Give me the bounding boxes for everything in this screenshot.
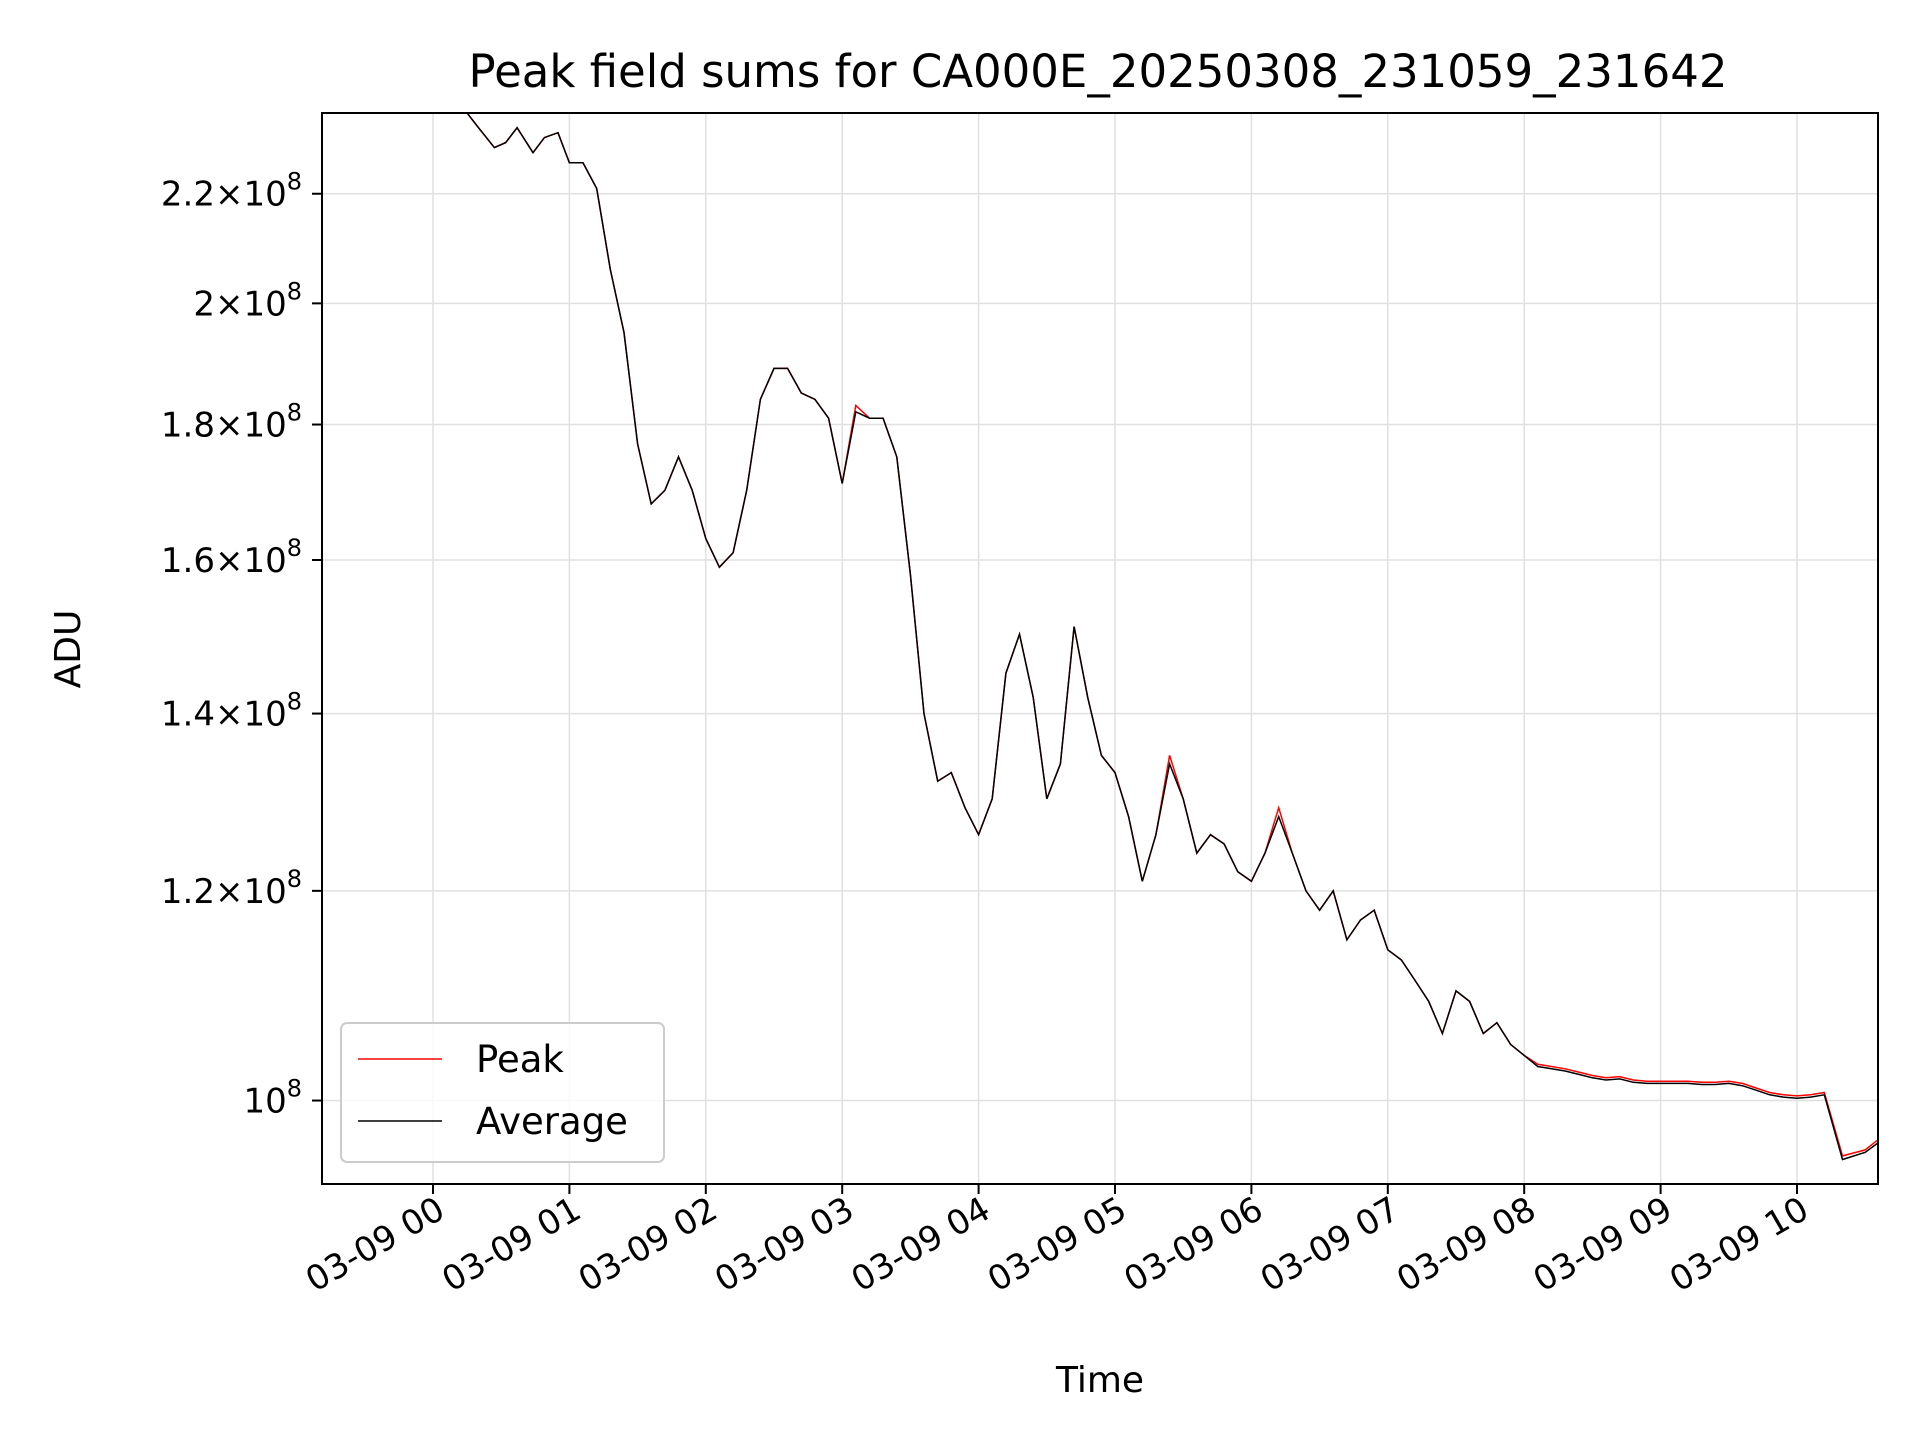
legend-label-average: Average <box>476 1100 628 1143</box>
y-tick-label: 1.4×108 <box>161 688 302 735</box>
y-tick-label: 1.2×108 <box>161 865 302 912</box>
legend-box <box>340 1022 665 1163</box>
plot-frame <box>321 112 1879 1185</box>
y-tick-label: 1.8×108 <box>161 399 302 446</box>
y-tick-label: 2.2×108 <box>161 168 302 215</box>
y-tick-label: 1.6×108 <box>161 534 302 581</box>
y-axis-label: ADU <box>48 610 89 689</box>
legend-label-peak: Peak <box>476 1038 564 1081</box>
chart-title: Peak field sums for CA000E_20250308_2310… <box>469 45 1728 98</box>
series-line-average <box>322 113 1878 1161</box>
legend: Peak Average <box>340 1022 665 1163</box>
x-gridlines <box>432 113 1798 1184</box>
y-axis-ticks: 1081.2×1081.4×1081.6×1081.8×1082×1082.2×… <box>161 168 322 1122</box>
x-axis-label: Time <box>1055 1360 1144 1401</box>
y-tick-label: 2×108 <box>193 277 302 324</box>
y-gridlines <box>322 192 1878 1102</box>
